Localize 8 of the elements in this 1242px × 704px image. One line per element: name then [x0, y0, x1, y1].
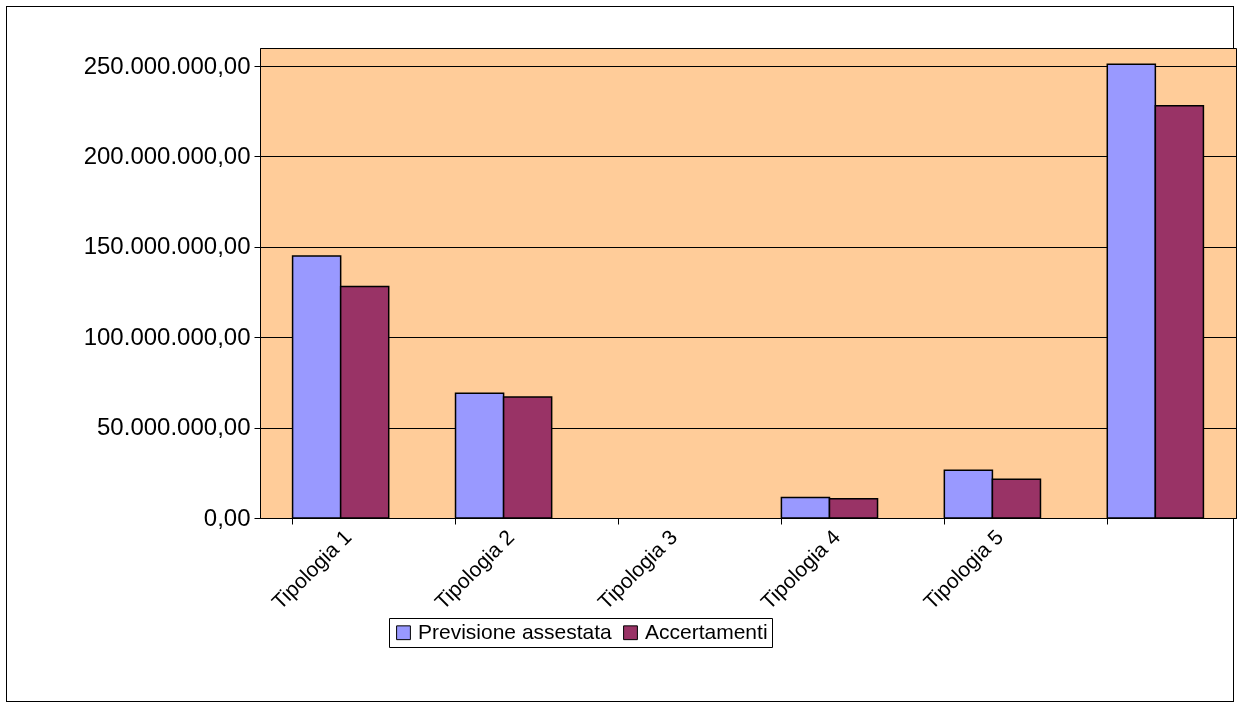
- y-tick-label: 200.000.000,00: [83, 141, 251, 169]
- y-tick-label: 250.000.000,00: [83, 51, 251, 79]
- legend-label: Accertamenti: [645, 619, 768, 643]
- y-tick-label: 0,00: [203, 503, 251, 531]
- y-tick-label: 150.000.000,00: [83, 232, 251, 260]
- y-tick-label: 50.000.000,00: [97, 413, 251, 441]
- y-tick-label: 100.000.000,00: [83, 322, 251, 350]
- legend-label: Previsione assestata: [418, 619, 613, 643]
